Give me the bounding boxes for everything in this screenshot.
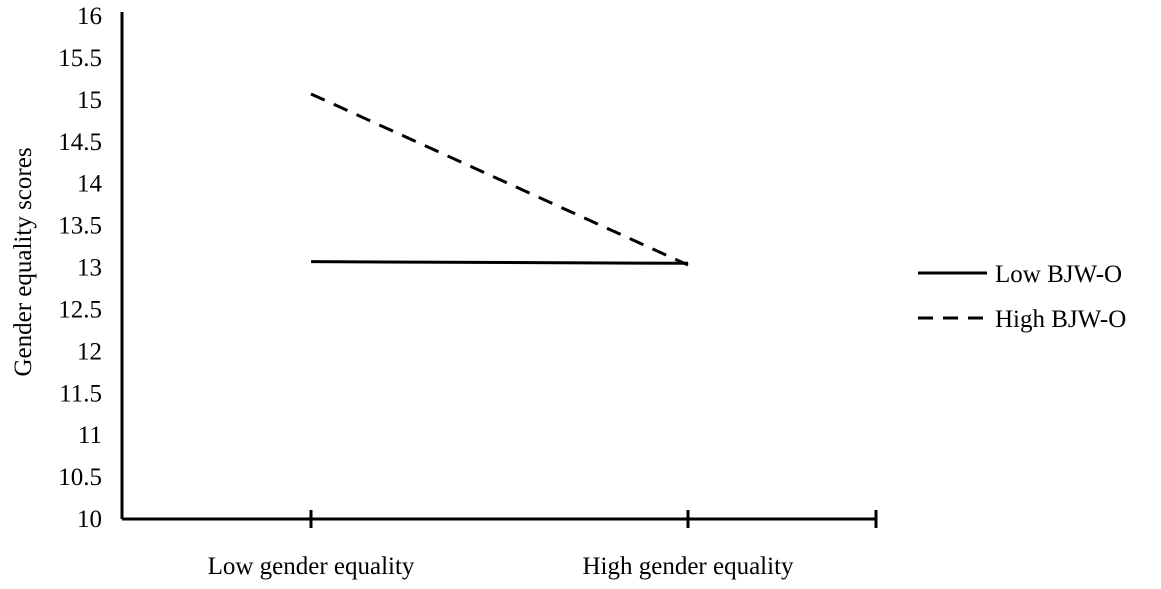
legend: Low BJW-O High BJW-O (918, 261, 1126, 333)
y-axis-ticks: 10 10.5 11 11.5 12 12.5 13 13.5 14 14.5 15 15.5 16 (58, 3, 102, 533)
x-axis-ticks: Low gender equality High gender equality (208, 510, 878, 580)
series-line-high-bjw-o (310, 92, 689, 267)
y-tick-label: 10 (77, 506, 102, 533)
x-category-label: High gender equality (582, 553, 794, 580)
y-tick-label: 15 (77, 87, 102, 114)
series-line-low-bjw-o (310, 260, 689, 265)
y-tick-label: 13.5 (58, 213, 102, 240)
x-category-label: Low gender equality (208, 553, 415, 580)
y-tick-label: 12.5 (58, 296, 102, 323)
legend-label: High BJW-O (995, 306, 1126, 333)
y-tick-label: 16 (77, 3, 102, 30)
y-tick-label: 10.5 (58, 464, 102, 491)
y-tick-label: 11.5 (59, 380, 102, 407)
y-axis-title: Gender equality scores (10, 147, 37, 376)
legend-label: Low BJW-O (995, 261, 1122, 288)
y-tick-label: 14.5 (58, 129, 102, 156)
y-tick-label: 11 (78, 422, 102, 449)
y-tick-label: 13 (77, 255, 102, 282)
y-tick-label: 15.5 (58, 45, 102, 72)
y-tick-label: 12 (77, 338, 102, 365)
y-tick-label: 14 (77, 171, 103, 198)
series-lines (310, 92, 689, 267)
